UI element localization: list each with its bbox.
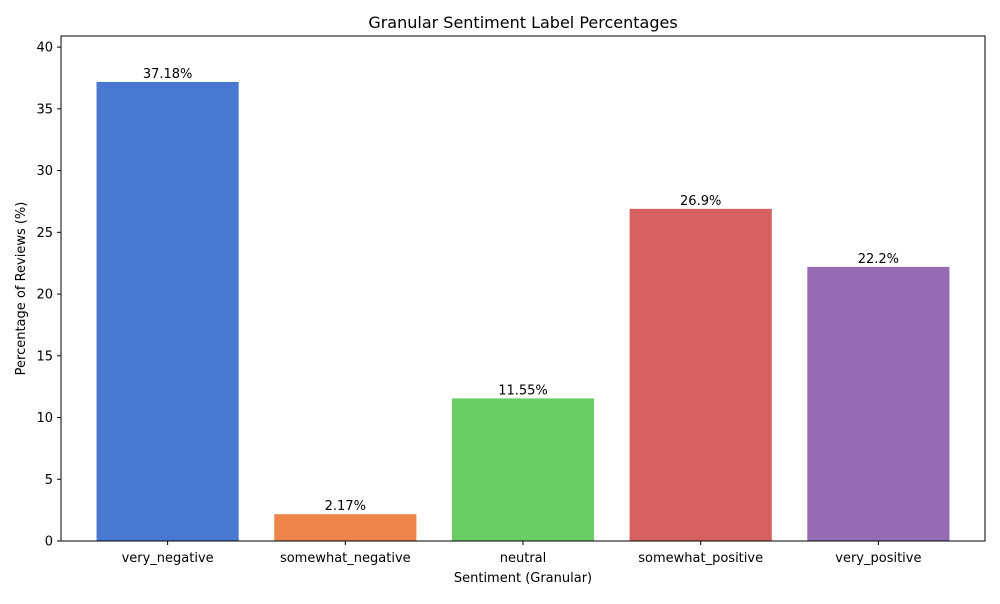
x-tick-label: very_negative: [122, 551, 214, 566]
data-label-somewhat-negative: 2.17%: [325, 499, 366, 514]
data-label-very-positive: 22.2%: [858, 252, 899, 267]
y-tick-label: 20: [36, 288, 53, 303]
y-tick-label: 10: [36, 411, 53, 426]
chart-title: Granular Sentiment Label Percentages: [368, 13, 677, 32]
data-label-neutral: 11.55%: [498, 383, 548, 398]
bar-somewhat-positive: [629, 208, 772, 541]
y-axis-label: Percentage of Reviews (%): [14, 202, 29, 376]
y-tick-label: 35: [36, 102, 53, 117]
x-axis: very_negative somewhat_negative neutral som…: [122, 541, 922, 566]
y-tick-label: 0: [45, 535, 53, 550]
x-tick-label: very_positive: [835, 551, 921, 566]
y-tick-label: 30: [36, 164, 53, 179]
y-tick-label: 25: [36, 226, 53, 241]
x-tick-label: somewhat_positive: [638, 551, 763, 566]
bar-very-positive: [807, 266, 950, 541]
bar-neutral: [451, 398, 595, 541]
plot-frame: [60, 35, 986, 542]
y-tick-label: 40: [36, 41, 53, 56]
y-tick-label: 5: [45, 473, 53, 488]
bar-very-negative: [96, 81, 239, 541]
bars-group: [96, 81, 950, 541]
x-axis-label: Sentiment (Granular): [454, 571, 592, 586]
x-tick-label: neutral: [500, 551, 547, 566]
y-axis: 0 5 10 15 20 25 30 35 40: [36, 41, 61, 550]
x-tick-label: somewhat_negative: [280, 551, 411, 566]
bar-somewhat-negative: [274, 514, 417, 541]
data-label-somewhat-positive: 26.9%: [680, 194, 721, 209]
data-labels-group: 37.18% 2.17% 11.55% 26.9% 22.2%: [143, 67, 899, 514]
data-label-very-negative: 37.18%: [143, 67, 193, 82]
y-tick-label: 15: [36, 349, 53, 364]
